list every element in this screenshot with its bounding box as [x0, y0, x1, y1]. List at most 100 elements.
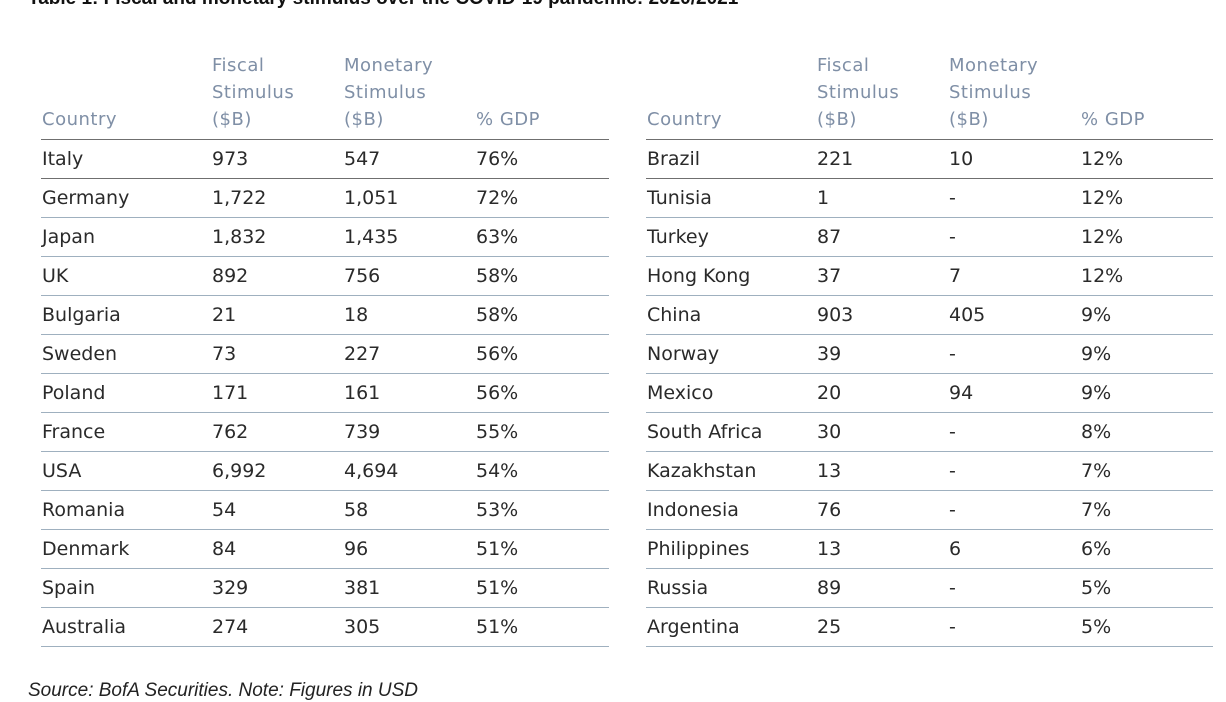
cell-monetary: 305 — [343, 607, 475, 647]
cell-gdp: 6% — [1080, 529, 1213, 569]
table-row: Hong Kong 37 7 12% — [646, 256, 1213, 296]
cell-country: Spain — [41, 568, 211, 608]
header-country: Country — [646, 52, 816, 140]
cell-fiscal: 1 — [816, 178, 948, 218]
cell-country: Russia — [646, 568, 816, 608]
cell-gdp: 9% — [1080, 373, 1213, 413]
cell-country: Turkey — [646, 217, 816, 257]
header-country: Country — [41, 52, 211, 140]
cell-monetary: 4,694 — [343, 451, 475, 491]
table-row: Norway 39-9% — [646, 334, 1213, 374]
cell-monetary: 10 — [948, 139, 1080, 179]
table-row: Argentina 25-5% — [646, 607, 1213, 647]
cell-monetary: 405 — [948, 295, 1080, 335]
table-header-row: Country Fiscal Stimulus ($B) Monetary Stimu… — [646, 52, 1213, 140]
cell-gdp: 53% — [475, 490, 609, 530]
table-row: Mexico 20 94 9% — [646, 373, 1213, 413]
header-gdp: % GDP — [475, 52, 609, 140]
cell-country: France — [41, 412, 211, 452]
cell-monetary: 7 — [948, 256, 1080, 296]
cell-country: China — [646, 295, 816, 335]
cell-monetary: 756 — [343, 256, 475, 296]
cell-country: Australia — [41, 607, 211, 647]
stimulus-table-left: Country Fiscal Stimulus ($B) Monetary Stimu… — [41, 52, 609, 647]
cell-gdp: 55% — [475, 412, 609, 452]
cell-fiscal: 89 — [816, 568, 948, 608]
table-row: Germany 1,722 1,051 72% — [41, 178, 609, 218]
table-row: Romania 54 58 53% — [41, 490, 609, 530]
cell-country: UK — [41, 256, 211, 296]
cell-monetary: 18 — [343, 295, 475, 335]
cell-gdp: 12% — [1080, 217, 1213, 257]
table-row: Sweden 73 227 56% — [41, 334, 609, 374]
cell-monetary: 161 — [343, 373, 475, 413]
cell-gdp: 63% — [475, 217, 609, 257]
cell-fiscal: 1,722 — [211, 178, 343, 218]
stimulus-table-right: Country Fiscal Stimulus ($B) Monetary Stimu… — [646, 52, 1213, 647]
cell-gdp: 9% — [1080, 295, 1213, 335]
cell-fiscal: 37 — [816, 256, 948, 296]
table-row: Tunisia 1-12% — [646, 178, 1213, 218]
cell-gdp: 58% — [475, 295, 609, 335]
header-fiscal: Fiscal Stimulus ($B) — [816, 52, 948, 140]
table-row: Japan 1,832 1,435 63% — [41, 217, 609, 257]
cell-gdp: 7% — [1080, 451, 1213, 491]
cell-country: South Africa — [646, 412, 816, 452]
table-row: Australia 274 305 51% — [41, 607, 609, 647]
cell-monetary: 547 — [343, 139, 475, 179]
table-title: Table 1: Fiscal and monetary stimulus ov… — [28, 0, 738, 10]
cell-monetary: 94 — [948, 373, 1080, 413]
cell-country: Romania — [41, 490, 211, 530]
header-gdp: % GDP — [1080, 52, 1213, 140]
cell-fiscal: 84 — [211, 529, 343, 569]
cell-fiscal: 21 — [211, 295, 343, 335]
cell-country: Brazil — [646, 139, 816, 179]
table-row: Brazil 221 10 12% — [646, 139, 1213, 179]
table-row: Bulgaria 21 18 58% — [41, 295, 609, 335]
table-row: China 903 405 9% — [646, 295, 1213, 335]
cell-country: Italy — [41, 139, 211, 179]
cell-fiscal: 73 — [211, 334, 343, 374]
cell-monetary: 739 — [343, 412, 475, 452]
cell-fiscal: 25 — [816, 607, 948, 647]
cell-gdp: 5% — [1080, 568, 1213, 608]
cell-gdp: 58% — [475, 256, 609, 296]
cell-country: Japan — [41, 217, 211, 257]
table-body-left: Italy 973 547 76% Germany 1,722 1,051 72% Japan 1… — [41, 139, 609, 647]
cell-gdp: 56% — [475, 334, 609, 374]
table-row: Turkey 87-12% — [646, 217, 1213, 257]
cell-fiscal: 20 — [816, 373, 948, 413]
cell-monetary: - — [948, 412, 1080, 452]
cell-gdp: 76% — [475, 139, 609, 179]
table-row: Kazakhstan 13-7% — [646, 451, 1213, 491]
cell-monetary: 1,051 — [343, 178, 475, 218]
cell-fiscal: 973 — [211, 139, 343, 179]
cell-fiscal: 274 — [211, 607, 343, 647]
cell-fiscal: 762 — [211, 412, 343, 452]
cell-country: Kazakhstan — [646, 451, 816, 491]
cell-fiscal: 13 — [816, 451, 948, 491]
table-header-row: Country Fiscal Stimulus ($B) Monetary Stimu… — [41, 52, 609, 140]
table-row: UK 892 756 58% — [41, 256, 609, 296]
cell-monetary: - — [948, 217, 1080, 257]
cell-fiscal: 221 — [816, 139, 948, 179]
cell-country: Indonesia — [646, 490, 816, 530]
table-row: Spain 329 381 51% — [41, 568, 609, 608]
cell-country: Denmark — [41, 529, 211, 569]
cell-country: Argentina — [646, 607, 816, 647]
cell-fiscal: 30 — [816, 412, 948, 452]
table-row: Poland 171 161 56% — [41, 373, 609, 413]
header-monetary: Monetary Stimulus ($B) — [948, 52, 1080, 140]
cell-country: USA — [41, 451, 211, 491]
table-row: France 762 739 55% — [41, 412, 609, 452]
cell-gdp: 51% — [475, 568, 609, 608]
cell-fiscal: 171 — [211, 373, 343, 413]
cell-fiscal: 76 — [816, 490, 948, 530]
cell-country: Norway — [646, 334, 816, 374]
cell-fiscal: 6,992 — [211, 451, 343, 491]
table-row: Italy 973 547 76% — [41, 139, 609, 179]
cell-gdp: 5% — [1080, 607, 1213, 647]
cell-monetary: - — [948, 334, 1080, 374]
cell-monetary: 1,435 — [343, 217, 475, 257]
cell-gdp: 56% — [475, 373, 609, 413]
